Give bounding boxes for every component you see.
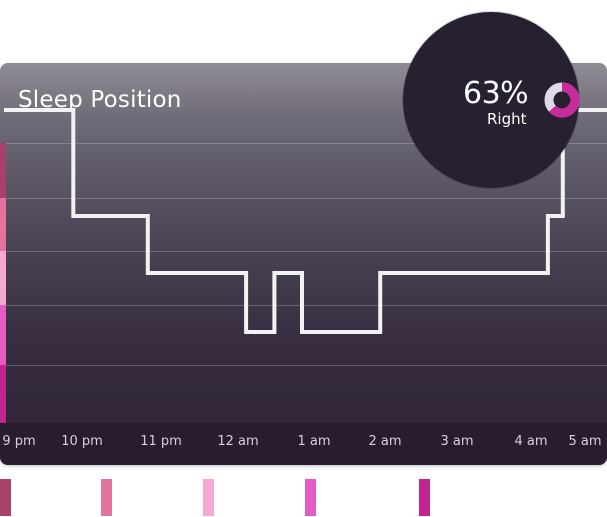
gridline [0,143,607,144]
time-axis [0,423,607,465]
position-summary-bubble: 63% Right [403,12,580,188]
position-level-strip [0,198,6,251]
x-tick-label: 10 pm [61,434,103,449]
right-percent-value: 63% [463,76,529,111]
donut-right-arc [544,82,580,118]
right-side-label: Right [487,110,527,128]
position-legend-swatch [0,479,11,516]
gridline [0,251,607,252]
position-level-strip [0,305,6,365]
x-tick-label: 5 am [568,434,602,449]
x-tick-label: 3 am [440,434,474,449]
x-tick-label: 9 pm [2,434,36,449]
position-legend-swatch [101,479,112,516]
position-legend-swatch [305,479,316,516]
sleep-position-chart [4,108,607,334]
position-donut-icon [544,82,580,118]
x-tick-label: 1 am [297,434,331,449]
position-legend-swatch [419,479,430,516]
x-tick-label: 2 am [368,434,402,449]
x-tick-label: 12 am [217,434,259,449]
sleep-position-line [4,108,607,334]
gridline [0,365,607,366]
gridline [0,198,607,199]
position-level-strip [0,143,6,198]
x-tick-label: 11 pm [140,434,182,449]
position-level-strip [0,365,6,423]
position-level-strip [0,251,6,305]
position-legend-swatch [203,479,214,516]
x-tick-label: 4 am [514,434,548,449]
